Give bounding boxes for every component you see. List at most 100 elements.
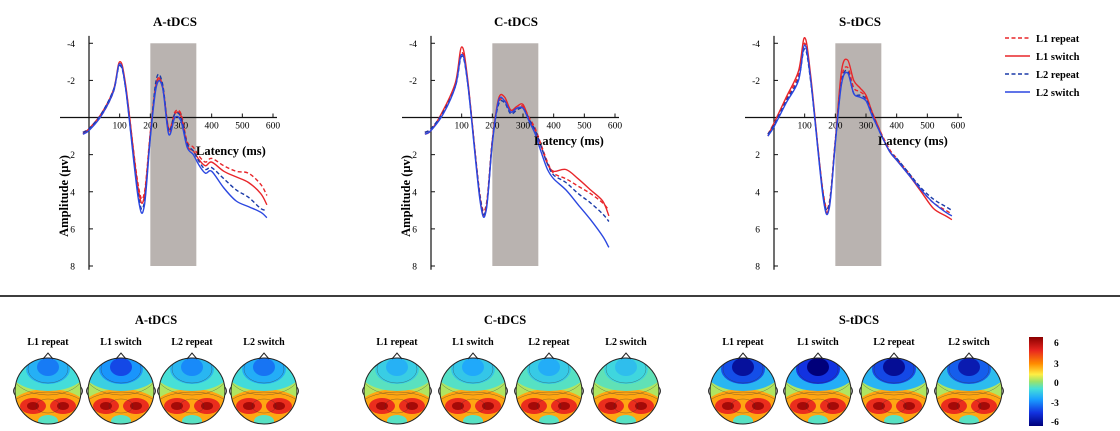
y-tick-label: 8 [755,263,760,273]
nose-mark [115,352,127,360]
head-outline [14,357,82,425]
nose-mark [467,352,479,360]
nose-mark [543,352,555,360]
scalp-map [710,358,776,424]
x-tick-label: 600 [266,122,281,132]
y-tick-label: 2 [70,151,75,161]
colorbar-tick: 3 [1054,360,1059,370]
series-line-l2-repeat [767,48,953,212]
head-outline [87,357,155,425]
scalp-map [159,358,225,424]
erp-panel-c-tdcs: C-tDCS 100 200 300 400 500 600 -4 -2 2 4 6 8 Latenc… [399,14,622,273]
colorbar-tick: -3 [1051,399,1059,409]
topomap-condition-label: L1 repeat [722,337,764,348]
head-outline [709,357,777,425]
nose-mark [963,352,975,360]
head-outline [784,357,852,425]
ear-mark [362,386,365,396]
head-outline [230,357,298,425]
series-line-l2-switch [82,63,268,219]
nose-mark [737,352,749,360]
head-outline [158,357,226,425]
scalp-map [88,358,154,424]
ear-mark [783,386,786,396]
x-tick-label: 100 [798,122,813,132]
y-tick-label: -4 [67,40,75,50]
topomap-group-title: A-tDCS [135,313,177,327]
topomap-group: C-tDCS L1 repeat L1 switch L2 repeat L2 swit… [362,313,661,425]
x-tick-label: 400 [205,122,220,132]
series-line-l1-switch [424,46,610,217]
legend-label: L2 switch [1036,88,1080,99]
x-tick-label: 100 [113,122,128,132]
ear-mark [429,386,432,396]
ear-mark [934,386,937,396]
head-outline [363,357,431,425]
topomap-group: A-tDCS L1 repeat L1 switch L2 repeat L2 swit… [13,313,299,425]
topomap-condition-label: L2 repeat [171,337,213,348]
x-axis-label: Latency (ms) [878,134,948,148]
y-tick-label: 4 [412,188,417,198]
scalp-map [785,358,851,424]
head-outline [515,357,583,425]
x-tick-label: 200 [485,122,500,132]
topomap-condition-label: L2 repeat [873,337,915,348]
nose-mark [391,352,403,360]
topomap-group-title: C-tDCS [484,313,526,327]
time-window-shade [835,43,882,266]
nose-mark [620,352,632,360]
y-tick-label: -2 [752,77,760,87]
time-window-shade [492,43,539,266]
panel-title: A-tDCS [153,14,197,29]
ear-mark [438,386,441,396]
ear-mark [224,386,227,396]
series-line-l2-repeat [82,64,268,211]
x-tick-label: 600 [608,122,623,132]
legend: L1 repeat L1 switch L2 repeat L2 switch [1005,34,1080,99]
y-tick-label: 2 [755,151,760,161]
colorbar: 6 3 0 -3 -6 [1029,337,1059,428]
ear-mark [296,386,299,396]
topomap-condition-label: L2 repeat [528,337,570,348]
x-tick-label: 400 [547,122,562,132]
x-tick-label: 500 [577,122,592,132]
legend-label: L2 repeat [1036,70,1080,81]
head-outline [860,357,928,425]
topomap-group: S-tDCS L1 repeat L1 switch L2 repeat L2 swit… [708,313,1004,425]
x-axis-label: Latency (ms) [534,134,604,148]
ear-mark [658,386,661,396]
y-tick-label: 4 [755,188,760,198]
topomap-condition-label: L1 repeat [27,337,69,348]
ear-mark [591,386,594,396]
y-tick-label: 4 [70,188,75,198]
nose-mark [186,352,198,360]
head-outline [592,357,660,425]
scalp-map [936,358,1002,424]
ear-mark [86,386,89,396]
ear-mark [850,386,853,396]
legend-label: L1 repeat [1036,34,1080,45]
colorbar-tick: 6 [1054,339,1059,349]
ear-mark [157,386,160,396]
ear-mark [229,386,232,396]
series-line-l1-repeat [767,42,953,215]
y-tick-label: 8 [70,263,75,273]
y-axis-label: Amplitude (μv) [399,155,413,237]
x-tick-label: 600 [951,122,966,132]
y-tick-label: 6 [755,225,760,235]
topomap-condition-label: L1 repeat [376,337,418,348]
topomap-condition-label: L2 switch [243,337,285,348]
x-tick-label: 300 [859,122,874,132]
head-outline [439,357,507,425]
topomap-condition-label: L1 switch [100,337,142,348]
topomap-group-title: S-tDCS [839,313,879,327]
nose-mark [812,352,824,360]
y-tick-label: 2 [412,151,417,161]
x-tick-label: 400 [890,122,905,132]
scalp-map [593,358,659,424]
topomap-condition-label: L1 switch [452,337,494,348]
